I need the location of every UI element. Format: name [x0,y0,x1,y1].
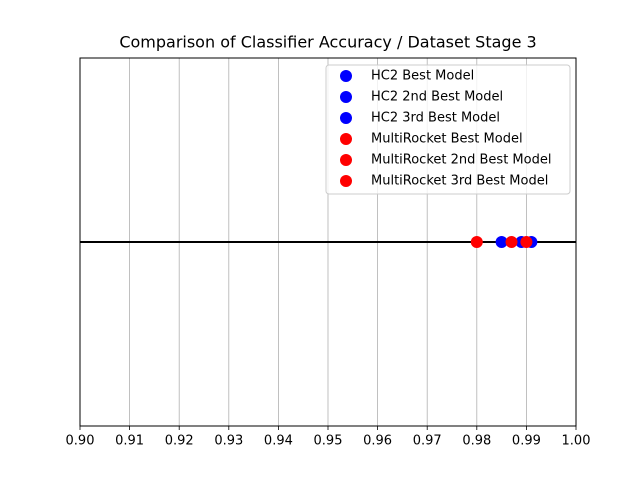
x-tick-label: 0.94 [264,434,293,449]
legend: HC2 Best Model HC2 2nd Best Model HC2 3rd … [325,64,571,195]
legend-marker [340,91,352,103]
x-tick-label: 0.97 [413,434,442,449]
legend-box [325,64,571,195]
legend-marker [340,112,352,124]
dot [505,236,518,248]
legend-label: HC2 3rd Best Model [371,111,500,126]
x-tick-label: 0.95 [314,434,343,449]
dot [470,236,483,248]
legend-label: MultiRocket Best Model [371,132,523,147]
dot [495,236,508,248]
chart-title: Comparison of Classifier Accuracy / Data… [119,33,536,52]
x-tick-label: 0.99 [512,434,541,449]
x-tick-label: 1.00 [562,434,591,449]
dot [520,236,533,248]
legend-marker [340,175,352,187]
legend-label: HC2 Best Model [371,69,474,84]
legend-label: MultiRocket 2nd Best Model [371,153,551,168]
x-tick-label: 0.96 [363,434,392,449]
legend-label: MultiRocket 3rd Best Model [371,174,548,189]
x-tick-label: 0.92 [165,434,194,449]
x-tick-label: 0.90 [66,434,95,449]
marks [470,236,538,248]
x-tick-label: 0.91 [115,434,144,449]
legend-marker [340,70,352,82]
legend-marker [340,154,352,166]
legend-marker [340,133,352,145]
x-tick-label: 0.93 [214,434,243,449]
x-tick-label: 0.98 [462,434,491,449]
legend-label: HC2 2nd Best Model [371,90,503,105]
